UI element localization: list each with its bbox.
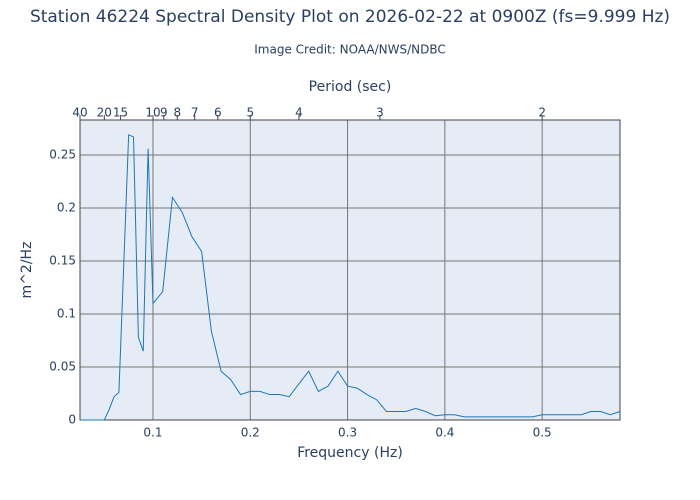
y-tick-label: 0 (68, 413, 76, 427)
x2-tick-label: 20 (97, 106, 112, 120)
x2-tick-label: 40 (72, 106, 87, 120)
y-axis-title: m^2/Hz (19, 242, 35, 299)
x2-tick-label: 5 (246, 106, 254, 120)
chart-title: Station 46224 Spectral Density Plot on 2… (30, 7, 670, 27)
plot-border (79, 119, 621, 421)
spectrum-line (80, 134, 621, 421)
x2-tick-label: 10 (145, 106, 160, 120)
plot-area (80, 120, 620, 420)
x2-tick-label: 15 (113, 106, 128, 120)
x2-tick-label: 7 (191, 106, 199, 120)
y-tick-label: 0.2 (57, 200, 76, 214)
x2-tick-label: 2 (538, 106, 546, 120)
x-tick-label: 0.3 (338, 426, 357, 440)
x2-tick-label: 9 (160, 106, 168, 120)
y-tick-label: 0.1 (57, 306, 76, 320)
x-tick-label: 0.1 (143, 426, 162, 440)
y-tick-label: 0.05 (49, 359, 76, 373)
y-tick-label: 0.25 (49, 147, 76, 161)
x2-tick-label: 6 (214, 106, 222, 120)
y-tick-label: 0.15 (49, 253, 76, 267)
x-tick-label: 0.4 (435, 426, 454, 440)
x2-tick-label: 8 (173, 106, 181, 120)
x-axis-title: Frequency (Hz) (297, 445, 403, 461)
x-tick-label: 0.2 (241, 426, 260, 440)
x-tick-label: 0.5 (533, 426, 552, 440)
x2-tick-label: 3 (376, 106, 384, 120)
x2-tick-label: 4 (295, 106, 303, 120)
x2-axis-title: Period (sec) (309, 79, 392, 95)
chart-subtitle: Image Credit: NOAA/NWS/NDBC (254, 43, 445, 57)
